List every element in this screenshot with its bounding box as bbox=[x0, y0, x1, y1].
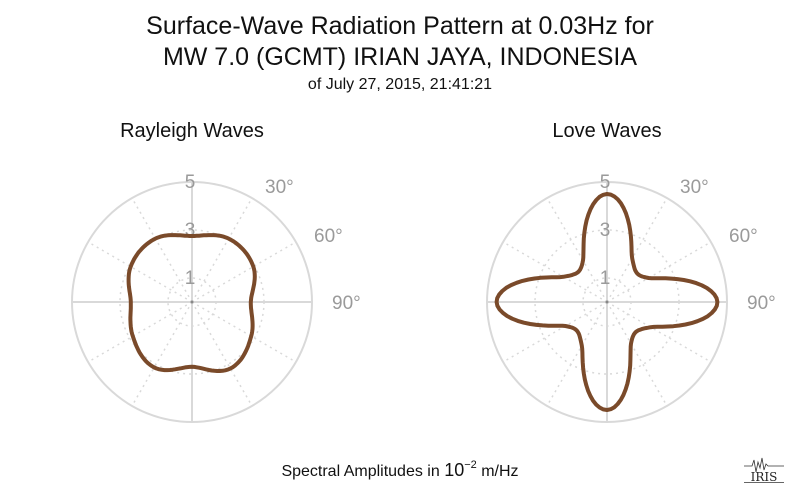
rayleigh-waves-radial-tick-5: 5 bbox=[185, 172, 196, 193]
chart-title-line2: MW 7.0 (GCMT) IRIAN JAYA, INDONESIA bbox=[162, 43, 638, 71]
rayleigh-waves-pattern-curve bbox=[126, 233, 257, 373]
rayleigh-waves-spoke-120 bbox=[191, 301, 297, 363]
love-waves-spoke-240 bbox=[502, 301, 608, 363]
rayleigh-waves-spoke-30 bbox=[191, 197, 253, 303]
rayleigh-waves-spoke-240 bbox=[87, 301, 193, 363]
chart-title-line1: Surface-Wave Radiation Pattern at 0.03Hz… bbox=[146, 12, 654, 40]
love-waves-spoke-210 bbox=[546, 301, 608, 407]
love-waves-spoke-330 bbox=[546, 197, 608, 303]
rayleigh-waves-centre-point bbox=[190, 300, 194, 304]
x-axis-label-base: 10 bbox=[444, 460, 465, 480]
rayleigh-waves-spoke-150 bbox=[191, 301, 253, 407]
love-waves-angle-tick-30: 30° bbox=[680, 177, 709, 198]
love-waves-centre-point bbox=[605, 300, 609, 304]
rayleigh-waves-angle-tick-60: 60° bbox=[314, 226, 343, 247]
love-waves-radial-tick-1: 1 bbox=[600, 268, 611, 289]
love-waves-radial-tick-3: 3 bbox=[600, 220, 611, 241]
love-waves-radial-tick-5: 5 bbox=[600, 172, 611, 193]
love-waves-pattern-curve bbox=[494, 192, 720, 412]
rayleigh-waves-spoke-210 bbox=[131, 301, 193, 407]
rayleigh-waves-title: Rayleigh Waves bbox=[120, 120, 264, 142]
rayleigh-waves-angle-tick-30: 30° bbox=[265, 177, 294, 198]
rayleigh-waves-spoke-330 bbox=[131, 197, 193, 303]
rayleigh-waves-spoke-60 bbox=[191, 241, 297, 303]
love-waves-angle-tick-90: 90° bbox=[747, 293, 776, 314]
love-waves-spoke-300 bbox=[502, 241, 608, 303]
rayleigh-waves-radial-tick-3: 3 bbox=[185, 220, 196, 241]
chart-subtitle: of July 27, 2015, 21:41:21 bbox=[307, 76, 493, 93]
love-waves-title: Love Waves bbox=[552, 120, 661, 142]
x-axis-label-prefix: Spectral Amplitudes in bbox=[281, 463, 445, 480]
iris-logo-text: IRIS bbox=[751, 470, 778, 484]
love-waves-spoke-120 bbox=[606, 301, 712, 363]
rayleigh-waves-angle-tick-90: 90° bbox=[332, 293, 361, 314]
love-waves-spoke-60 bbox=[606, 241, 712, 303]
x-axis-label-exponent: −2 bbox=[464, 459, 477, 471]
x-axis-label-suffix: m/Hz bbox=[476, 463, 519, 480]
rayleigh-waves-spoke-300 bbox=[87, 241, 193, 303]
x-axis-label: Spectral Amplitudes in 10−2 m/Hz bbox=[0, 455, 800, 482]
love-waves-angle-tick-60: 60° bbox=[729, 226, 758, 247]
iris-logo: IRIS bbox=[742, 456, 786, 486]
iris-logo-icon: IRIS bbox=[744, 457, 784, 484]
love-waves-spoke-150 bbox=[606, 301, 668, 407]
love-waves-spoke-30 bbox=[606, 197, 668, 303]
rayleigh-waves-radial-tick-1: 1 bbox=[185, 268, 196, 289]
